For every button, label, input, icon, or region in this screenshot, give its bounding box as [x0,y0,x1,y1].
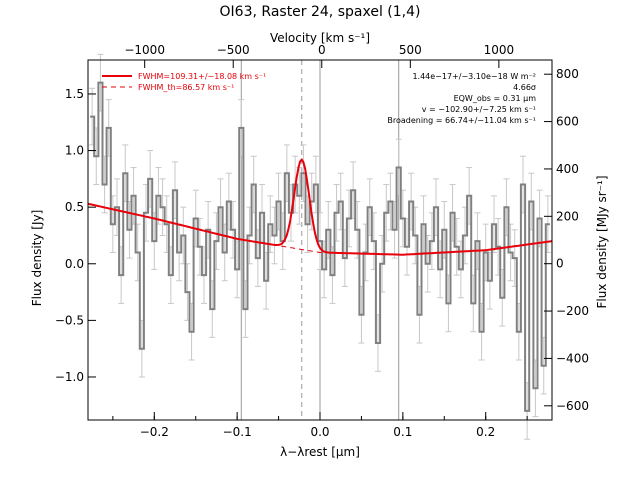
y2-tick-label: −600 [556,399,589,413]
annotation-broadening: Broadening = 66.74+/−11.04 km s⁻¹ [387,116,536,125]
y2-tick-label: 200 [556,209,579,223]
continuum-fit [87,203,553,256]
y-tick-label: 0.5 [65,200,84,214]
x-tick-label: 0.2 [476,425,495,439]
x-tick-label: −0.1 [223,425,252,439]
legend-entry-fwhm-th: FWHM_th=86.57 km s⁻¹ [138,83,234,92]
top-axis-label: Velocity [km s⁻¹] [270,31,370,45]
fit-annotations: 1.44e−17+/−3.10e−18 W m⁻² 4.66σ EQW_obs … [387,72,536,125]
annotation-line-flux: 1.44e−17+/−3.10e−18 W m⁻² [412,72,536,81]
annotation-significance: 4.66σ [513,83,536,92]
x-axis-label: λ−λrest [μm] [280,445,360,459]
gaussian-fit [87,157,553,256]
spectrum-histogram [90,81,550,412]
x2-tick-label: 1000 [484,43,515,57]
y2-axis-label: Flux density [MJy sr⁻¹] [595,175,609,308]
axis-layer: −0.2 −0.1 0.0 0.1 0.2 −1.0 −0.5 0.0 0.5 1.0 1.5 −60… [55,43,589,439]
x2-tick-label: 500 [399,43,422,57]
legend: FWHM=109.31+/−18.08 km s⁻¹ FWHM_th=86.57… [102,72,266,92]
x2-tick-label: −500 [217,43,250,57]
x-tick-label: 0.0 [310,425,329,439]
chart-title: OI63, Raster 24, spaxel (1,4) [220,4,421,20]
y2-tick-label: 400 [556,162,579,176]
x2-tick-label: 0 [318,43,326,57]
y2-tick-label: 0 [556,257,564,271]
y-axis-label: Flux density [Jy] [30,210,44,307]
y-tick-label: 0.0 [65,257,84,271]
y2-tick-label: −400 [556,351,589,365]
x2-tick-label: −1000 [124,43,165,57]
x-tick-label: −0.2 [140,425,169,439]
x-tick-label: 0.1 [393,425,412,439]
y-tick-label: −1.0 [55,370,84,384]
y-tick-label: 1.5 [65,87,84,101]
annotation-velocity: v = −102.90+/−7.25 km s⁻¹ [422,105,536,114]
y2-tick-label: −200 [556,304,589,318]
y2-tick-label: 800 [556,67,579,81]
y-tick-label: −0.5 [55,313,84,327]
y2-tick-label: 600 [556,115,579,129]
legend-entry-fwhm: FWHM=109.31+/−18.08 km s⁻¹ [138,72,266,81]
y-tick-label: 1.0 [65,144,84,158]
annotation-eqw: EQW_obs = 0.31 μm [454,94,537,103]
data-layer [89,53,551,440]
fit-layer [87,157,553,256]
